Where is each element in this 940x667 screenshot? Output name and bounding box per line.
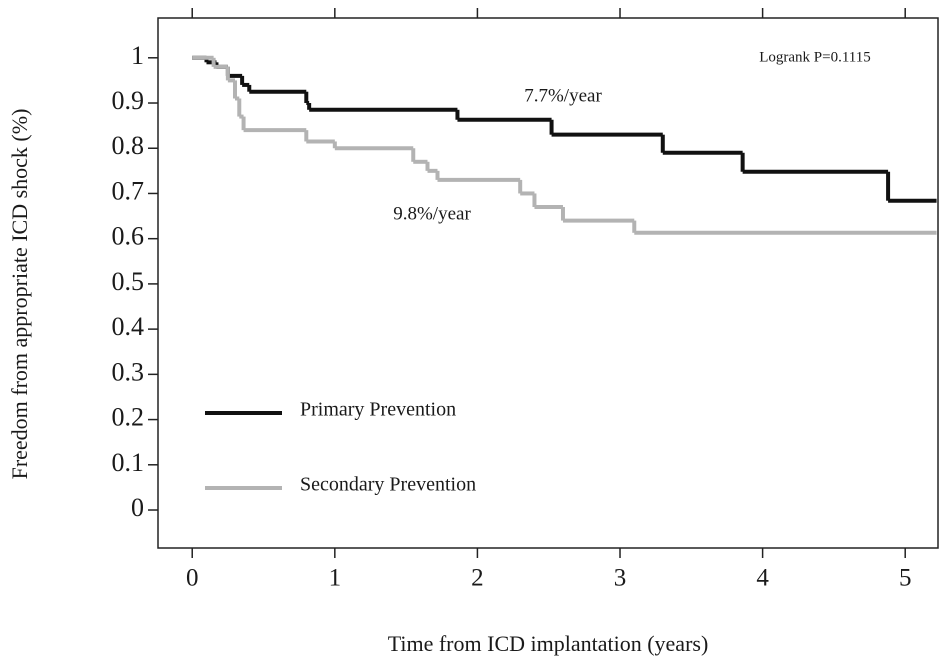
x-tick-label: 1 — [329, 565, 342, 592]
x-tick-label: 5 — [899, 565, 912, 592]
x-tick-label: 4 — [756, 565, 769, 592]
y-tick-label: 0.4 — [112, 312, 145, 341]
y-tick-label: 0.1 — [112, 448, 145, 477]
annotation: 7.7%/year — [524, 85, 602, 106]
annotation: Logrank P=0.1115 — [759, 49, 871, 65]
plot-frame — [157, 17, 939, 549]
y-tick-label: 0.7 — [112, 176, 145, 205]
x-tick-label: 2 — [471, 565, 484, 592]
annotation: 9.8%/year — [393, 203, 471, 224]
y-tick-label: 1 — [131, 41, 144, 70]
x-tick-label: 3 — [614, 565, 627, 592]
legend-label: Primary Prevention — [300, 399, 456, 421]
y-tick-label: 0.2 — [112, 403, 145, 432]
x-axis-title: Time from ICD implantation (years) — [388, 631, 709, 656]
y-tick-label: 0.3 — [112, 357, 145, 386]
y-tick-label: 0.8 — [112, 131, 145, 160]
x-tick-label: 0 — [186, 565, 199, 592]
y-tick-label: 0 — [131, 493, 144, 522]
y-tick-label: 0.9 — [112, 86, 145, 115]
legend-label: Secondary Prevention — [300, 474, 476, 496]
y-axis-title: Freedom from appropriate ICD shock (%) — [7, 109, 32, 480]
y-tick-label: 0.5 — [112, 267, 145, 296]
y-tick-label: 0.6 — [112, 222, 145, 251]
